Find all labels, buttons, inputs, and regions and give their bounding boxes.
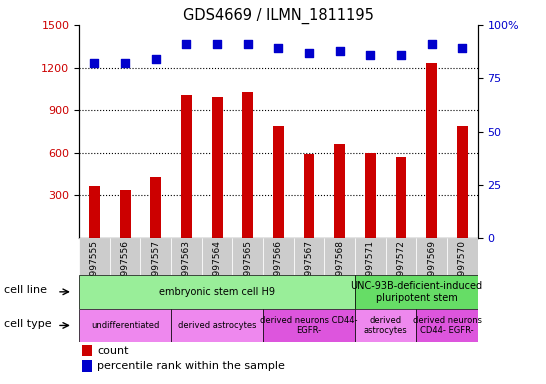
- Text: GSM997571: GSM997571: [366, 240, 375, 295]
- Point: [397, 52, 406, 58]
- Bar: [417, 309, 478, 342]
- Text: GSM997569: GSM997569: [428, 240, 436, 295]
- Text: derived neurons
CD44- EGFR-: derived neurons CD44- EGFR-: [413, 316, 482, 335]
- Bar: [355, 275, 478, 309]
- Point: [121, 60, 129, 66]
- Point: [90, 60, 99, 66]
- Bar: [151, 177, 161, 238]
- Bar: [334, 144, 345, 238]
- Bar: [79, 309, 171, 342]
- Bar: [365, 153, 376, 238]
- Bar: [294, 238, 324, 275]
- Text: GSM997557: GSM997557: [151, 240, 161, 295]
- Bar: [233, 238, 263, 275]
- Bar: [263, 238, 294, 275]
- Bar: [82, 345, 92, 356]
- Bar: [202, 238, 233, 275]
- Bar: [457, 126, 468, 238]
- Point: [182, 41, 191, 47]
- Text: GSM997566: GSM997566: [274, 240, 283, 295]
- Title: GDS4669 / ILMN_1811195: GDS4669 / ILMN_1811195: [183, 7, 374, 23]
- Point: [274, 45, 283, 51]
- Text: derived neurons CD44-
EGFR-: derived neurons CD44- EGFR-: [260, 316, 358, 335]
- Text: GSM997564: GSM997564: [212, 240, 222, 295]
- Text: GSM997556: GSM997556: [121, 240, 129, 295]
- Text: GSM997570: GSM997570: [458, 240, 467, 295]
- Bar: [426, 63, 437, 238]
- Text: embryonic stem cell H9: embryonic stem cell H9: [159, 287, 275, 297]
- Bar: [355, 238, 386, 275]
- Bar: [355, 309, 417, 342]
- Bar: [396, 157, 406, 238]
- Bar: [417, 238, 447, 275]
- Bar: [171, 238, 202, 275]
- Text: GSM997572: GSM997572: [396, 240, 406, 295]
- Text: percentile rank within the sample: percentile rank within the sample: [97, 361, 285, 371]
- Bar: [181, 94, 192, 238]
- Bar: [89, 185, 100, 238]
- Bar: [263, 309, 355, 342]
- Point: [335, 48, 344, 54]
- Bar: [324, 238, 355, 275]
- Bar: [79, 275, 355, 309]
- Point: [458, 45, 467, 51]
- Bar: [242, 92, 253, 238]
- Bar: [304, 154, 314, 238]
- Text: GSM997565: GSM997565: [244, 240, 252, 295]
- Text: derived astrocytes: derived astrocytes: [178, 321, 257, 330]
- Text: GSM997567: GSM997567: [305, 240, 313, 295]
- Bar: [79, 238, 110, 275]
- Bar: [386, 238, 417, 275]
- Text: count: count: [97, 346, 129, 356]
- Point: [151, 56, 160, 62]
- Bar: [140, 238, 171, 275]
- Bar: [82, 360, 92, 372]
- Point: [244, 41, 252, 47]
- Point: [428, 41, 436, 47]
- Bar: [273, 126, 284, 238]
- Bar: [212, 98, 223, 238]
- Text: GSM997568: GSM997568: [335, 240, 345, 295]
- Bar: [447, 238, 478, 275]
- Bar: [110, 238, 140, 275]
- Bar: [120, 190, 130, 238]
- Text: GSM997563: GSM997563: [182, 240, 191, 295]
- Point: [213, 41, 222, 47]
- Text: GSM997555: GSM997555: [90, 240, 99, 295]
- Text: cell line: cell line: [4, 285, 47, 295]
- Point: [305, 50, 313, 56]
- Text: derived
astrocytes: derived astrocytes: [364, 316, 408, 335]
- Point: [366, 52, 375, 58]
- Bar: [171, 309, 263, 342]
- Text: UNC-93B-deficient-induced
pluripotent stem: UNC-93B-deficient-induced pluripotent st…: [351, 281, 483, 303]
- Text: cell type: cell type: [4, 319, 51, 329]
- Text: undifferentiated: undifferentiated: [91, 321, 159, 330]
